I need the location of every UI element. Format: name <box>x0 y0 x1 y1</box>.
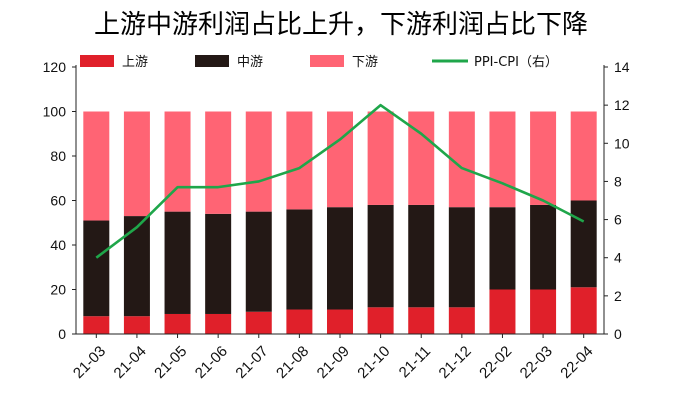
bar-upstream-21-09 <box>327 309 353 334</box>
x-tick-label-21-08: 21-08 <box>273 343 312 382</box>
bars-group <box>83 111 597 334</box>
bar-downstream-21-04 <box>123 111 150 217</box>
bar-downstream-21-07 <box>245 111 272 212</box>
y-tick-label-120: 120 <box>43 59 67 75</box>
bar-upstream-21-10 <box>367 307 394 334</box>
x-tick-label-21-07: 21-07 <box>232 343 271 382</box>
bar-midstream-21-07 <box>245 211 272 312</box>
x-tick-label-22-04: 22-04 <box>557 343 596 382</box>
x-tick-label-21-09: 21-09 <box>314 343 353 382</box>
bar-upstream-22-02 <box>489 289 516 334</box>
bar-downstream-21-11 <box>408 111 435 205</box>
x-tick-label-21-11: 21-11 <box>396 343 434 381</box>
bar-upstream-22-03 <box>530 289 557 334</box>
y-tick-label-80: 80 <box>50 148 66 164</box>
bar-midstream-21-11 <box>408 204 435 308</box>
bar-downstream-22-02 <box>489 111 516 208</box>
bar-downstream-21-09 <box>327 111 353 208</box>
legend-swatch-downstream <box>310 55 344 67</box>
bar-upstream-21-05 <box>164 313 191 334</box>
y2-tick-label-4: 4 <box>614 250 622 266</box>
x-tick-label-22-03: 22-03 <box>517 343 556 382</box>
legend-swatch-midstream <box>195 55 229 67</box>
bar-midstream-21-10 <box>367 204 394 308</box>
x-tick-label-21-10: 21-10 <box>354 343 393 382</box>
bar-downstream-21-06 <box>205 111 232 214</box>
y2-tick-label-10: 10 <box>614 135 630 151</box>
x-tick-label-21-03: 21-03 <box>70 343 109 382</box>
x-tick-label-21-12: 21-12 <box>436 343 475 382</box>
y2-tick-label-8: 8 <box>614 173 622 189</box>
bar-midstream-22-04 <box>570 200 597 288</box>
legend-label-2: 下游 <box>352 55 378 70</box>
y-tick-label-40: 40 <box>50 237 66 253</box>
x-tick-label-22-02: 22-02 <box>476 343 515 382</box>
y-tick-label-60: 60 <box>50 193 66 209</box>
y2-tick-label-6: 6 <box>614 212 622 228</box>
bar-midstream-22-03 <box>530 204 557 290</box>
bar-midstream-21-05 <box>164 211 191 314</box>
y2-tick-label-14: 14 <box>614 59 630 75</box>
bar-downstream-21-03 <box>83 111 110 221</box>
y-tick-label-0: 0 <box>58 326 66 342</box>
legend-label-0: 上游 <box>122 55 148 70</box>
bar-upstream-21-11 <box>408 307 435 334</box>
legend: 上游 中游 下游 PPI-CPI（右） <box>80 55 558 70</box>
chart-title: 上游中游利润占比上升，下游利润占比下降 <box>94 10 588 40</box>
bar-downstream-21-10 <box>367 111 394 205</box>
bar-midstream-21-03 <box>83 220 110 317</box>
bar-midstream-21-04 <box>123 216 150 317</box>
legend-label-1: 中游 <box>237 55 263 70</box>
bar-midstream-21-08 <box>286 209 313 310</box>
y2-tick-label-2: 2 <box>614 288 622 304</box>
legend-label-3: PPI-CPI（右） <box>474 55 558 70</box>
bar-midstream-22-02 <box>489 207 516 290</box>
bar-upstream-21-08 <box>286 309 313 334</box>
bar-upstream-21-04 <box>123 316 150 334</box>
bar-upstream-21-06 <box>205 313 232 334</box>
bar-upstream-21-03 <box>83 316 110 334</box>
y-tick-label-20: 20 <box>50 282 66 298</box>
legend-swatch-upstream <box>80 55 114 67</box>
x-tick-label-21-05: 21-05 <box>151 343 190 382</box>
bar-midstream-21-12 <box>448 207 475 308</box>
y-tick-label-100: 100 <box>43 104 67 120</box>
y2-tick-label-0: 0 <box>614 326 622 342</box>
bar-midstream-21-09 <box>327 207 353 310</box>
bar-upstream-22-04 <box>570 287 597 334</box>
y2-tick-label-12: 12 <box>614 97 630 113</box>
bar-upstream-21-12 <box>448 307 475 334</box>
bar-downstream-22-03 <box>530 111 557 205</box>
line-group <box>95 103 585 259</box>
bar-midstream-21-06 <box>205 213 232 314</box>
bar-upstream-21-07 <box>245 311 272 334</box>
x-tick-label-21-04: 21-04 <box>111 343 150 382</box>
bar-downstream-22-04 <box>570 111 597 201</box>
x-tick-label-21-06: 21-06 <box>192 343 231 382</box>
